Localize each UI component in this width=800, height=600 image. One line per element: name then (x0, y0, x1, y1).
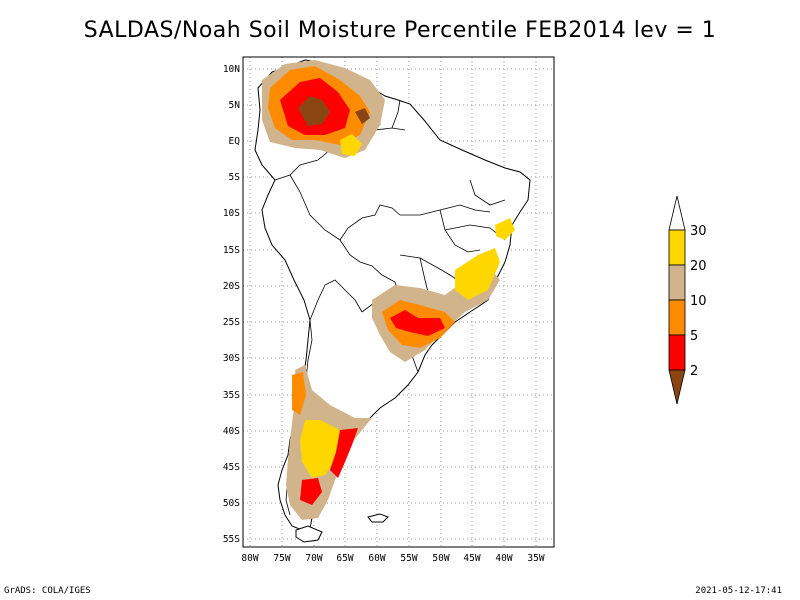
lat-label: 15S (223, 245, 240, 256)
lat-label: 40S (223, 426, 240, 437)
lat-label: 10S (223, 208, 240, 219)
colorbar-gt30 (668, 195, 686, 231)
tierra-del-fuego (295, 525, 323, 543)
colorbar-label: 5 (690, 329, 698, 344)
colorbar-20to30 (668, 229, 686, 266)
shading-se-20to30-b (495, 218, 515, 240)
lon-label: 70W (305, 553, 322, 564)
shading-patagonia-20to30 (300, 420, 345, 478)
soil-moisture-shading (262, 60, 515, 520)
colorbar-5to10 (668, 299, 686, 336)
colorbar-label: 30 (690, 224, 707, 239)
colorbar-10to20 (668, 264, 686, 301)
colorbar-label: 10 (690, 294, 707, 309)
lat-label: 5S (229, 172, 241, 183)
colorbar-labels: 30 20 10 5 2 (690, 224, 707, 379)
shading-north-lt2-b (355, 108, 370, 124)
lon-label: 35W (527, 553, 544, 564)
shading-north-lt2 (298, 96, 330, 126)
shading-patagonia-2to5-b (300, 478, 322, 505)
colorbar-label: 20 (690, 259, 707, 274)
lat-label: 50S (223, 498, 240, 509)
footer-credit: GrADS: COLA/IGES (4, 586, 91, 596)
colorbar-label: 2 (690, 364, 698, 379)
lat-label: 55S (223, 534, 240, 545)
footer-timestamp: 2021-05-12-17:41 (695, 586, 782, 596)
colorbar-lt2 (668, 369, 686, 405)
lon-label: 50W (432, 553, 449, 564)
lat-label: 5N (229, 100, 241, 111)
colorbar-2to5 (668, 334, 686, 371)
lon-label: 45W (463, 553, 480, 564)
lon-label: 60W (368, 553, 385, 564)
lat-label: EQ (229, 136, 241, 147)
falkland-islands (367, 513, 389, 523)
map-title: SALDAS/Noah Soil Moisture Percentile FEB… (83, 18, 717, 43)
lat-label: 20S (223, 281, 240, 292)
lon-label: 75W (273, 553, 290, 564)
map-frame (242, 56, 555, 548)
lon-label: 55W (400, 553, 417, 564)
lon-label: 80W (241, 553, 258, 564)
shading-north-20to30 (340, 134, 362, 156)
shading-se-2to5 (390, 310, 445, 336)
lon-label: 65W (336, 553, 353, 564)
colorbar (668, 195, 686, 405)
lat-label: 35S (223, 390, 240, 401)
lat-label: 10N (223, 64, 240, 75)
longitude-labels: 80W 75W 70W 65W 60W 55W 50W 45W 40W 35W (241, 553, 544, 564)
lat-label: 30S (223, 353, 240, 364)
shading-se-20to30 (455, 248, 500, 300)
shading-patagonia-5to10 (292, 372, 306, 415)
lat-label: 45S (223, 462, 240, 473)
latitude-labels: 10N 5N EQ 5S 10S 15S 20S 25S 30S 35S 40S… (223, 64, 240, 545)
lat-label: 25S (223, 317, 240, 328)
lon-label: 40W (495, 553, 512, 564)
shading-patagonia-2to5 (330, 428, 358, 478)
